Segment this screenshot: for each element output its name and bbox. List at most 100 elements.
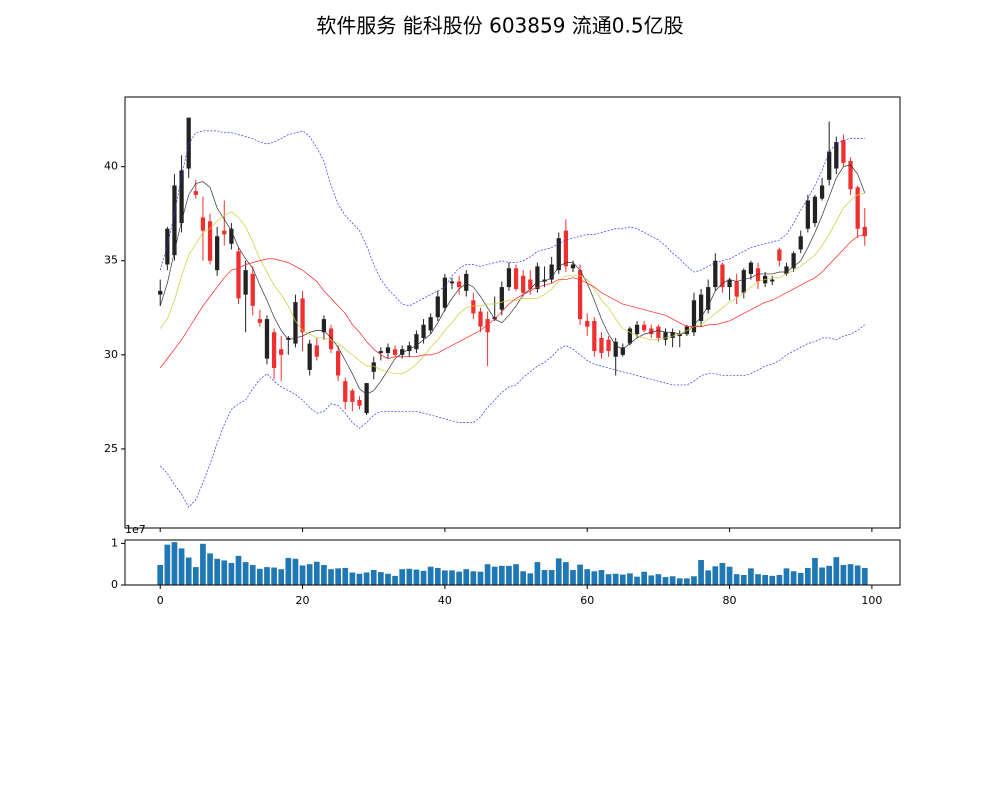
volume-bar — [399, 569, 406, 585]
candle-body — [855, 187, 860, 229]
candle-body — [606, 339, 611, 352]
candle-body — [328, 328, 334, 350]
indicator-line — [159, 164, 866, 395]
volume-bar — [491, 566, 498, 585]
candle-body — [770, 279, 775, 282]
indicator-line — [159, 234, 865, 369]
candle-body — [186, 117, 191, 169]
volume-bar — [427, 566, 434, 585]
candle-body — [215, 236, 220, 271]
volume-bar — [797, 572, 804, 585]
candle-body — [307, 343, 312, 370]
volume-bar — [740, 575, 747, 585]
volume-bar — [584, 569, 591, 585]
candle-body — [862, 226, 867, 237]
volume-bar — [762, 575, 768, 585]
candle-body — [435, 296, 440, 318]
candle-body — [158, 290, 163, 295]
volume-bar — [513, 564, 519, 585]
volume-bar — [171, 542, 178, 585]
volume-bar — [691, 576, 697, 585]
candle-body — [791, 253, 796, 269]
candle-body — [336, 351, 341, 376]
candle-body — [620, 347, 625, 355]
volume-bar — [463, 569, 470, 585]
volume-bar — [356, 573, 363, 585]
volume-bar — [705, 570, 712, 585]
candle-body — [286, 337, 291, 340]
candle-body — [357, 400, 362, 406]
volume-bar — [420, 570, 427, 585]
volume-bar — [755, 574, 761, 585]
volume-bar — [257, 568, 263, 585]
volume-bar — [861, 567, 868, 585]
volume-bar — [271, 567, 277, 585]
volume-bar — [669, 576, 676, 585]
candle-body — [713, 260, 718, 288]
volume-bar — [313, 561, 320, 585]
candle-body — [499, 287, 504, 310]
volume-bar — [627, 573, 633, 585]
volume-bar — [363, 572, 370, 585]
volume-bar — [164, 544, 171, 585]
volume-bar — [527, 573, 534, 585]
volume-bar — [748, 568, 754, 585]
candle-body — [513, 268, 519, 289]
volume-bar — [563, 562, 569, 585]
indicator-line — [159, 192, 865, 375]
volume-bar — [178, 548, 185, 585]
candle-body — [563, 230, 569, 267]
volume-bar — [555, 558, 562, 585]
volume-bar — [783, 568, 790, 585]
volume-bar — [306, 564, 313, 585]
volume-bar — [826, 565, 833, 585]
volume-bar — [292, 558, 299, 585]
volume-bar — [570, 570, 576, 585]
candle-body — [400, 349, 405, 355]
candle-body — [321, 319, 327, 333]
candle-body — [193, 191, 198, 195]
candle-body — [528, 279, 533, 289]
x-tick-label: 100 — [861, 594, 882, 607]
candle-body — [691, 300, 697, 333]
volume-bar — [157, 565, 164, 585]
candle-body — [279, 349, 284, 355]
candle-body — [407, 345, 412, 352]
volume-bar — [349, 572, 356, 585]
y-tick-label: 25 — [104, 442, 118, 455]
candle-body — [449, 281, 455, 284]
candle-body — [663, 332, 668, 340]
candle-body — [506, 268, 512, 288]
volume-bar — [200, 543, 206, 585]
candle-body — [549, 264, 554, 280]
candle-body — [585, 320, 590, 327]
y-tick-label: 1 — [111, 536, 118, 549]
plot-frame — [124, 539, 901, 586]
y-tick-label: 35 — [104, 254, 118, 267]
volume-bar — [769, 575, 776, 585]
volume-bar — [648, 575, 655, 585]
volume-bar — [506, 565, 512, 585]
candle-body — [698, 294, 704, 321]
volume-bar — [470, 571, 477, 585]
volume-bar — [242, 562, 249, 585]
candle-body — [748, 262, 754, 274]
volume-bar — [207, 553, 213, 585]
candle-body — [478, 311, 483, 327]
x-tick-label: 40 — [438, 594, 452, 607]
candle-body — [385, 347, 391, 353]
volume-bar — [228, 562, 235, 585]
candle-body — [627, 328, 633, 344]
candle-body — [314, 345, 319, 357]
candle-body — [755, 268, 761, 282]
volume-bar — [328, 569, 334, 585]
candle-body — [257, 319, 262, 323]
candle-body — [364, 383, 369, 414]
candle-body — [827, 151, 832, 180]
volume-bar — [449, 570, 455, 585]
volume-bar — [591, 571, 598, 585]
candle-body — [521, 275, 526, 293]
indicator-line — [159, 324, 865, 508]
candle-body — [812, 196, 818, 224]
candle-body — [343, 381, 348, 402]
